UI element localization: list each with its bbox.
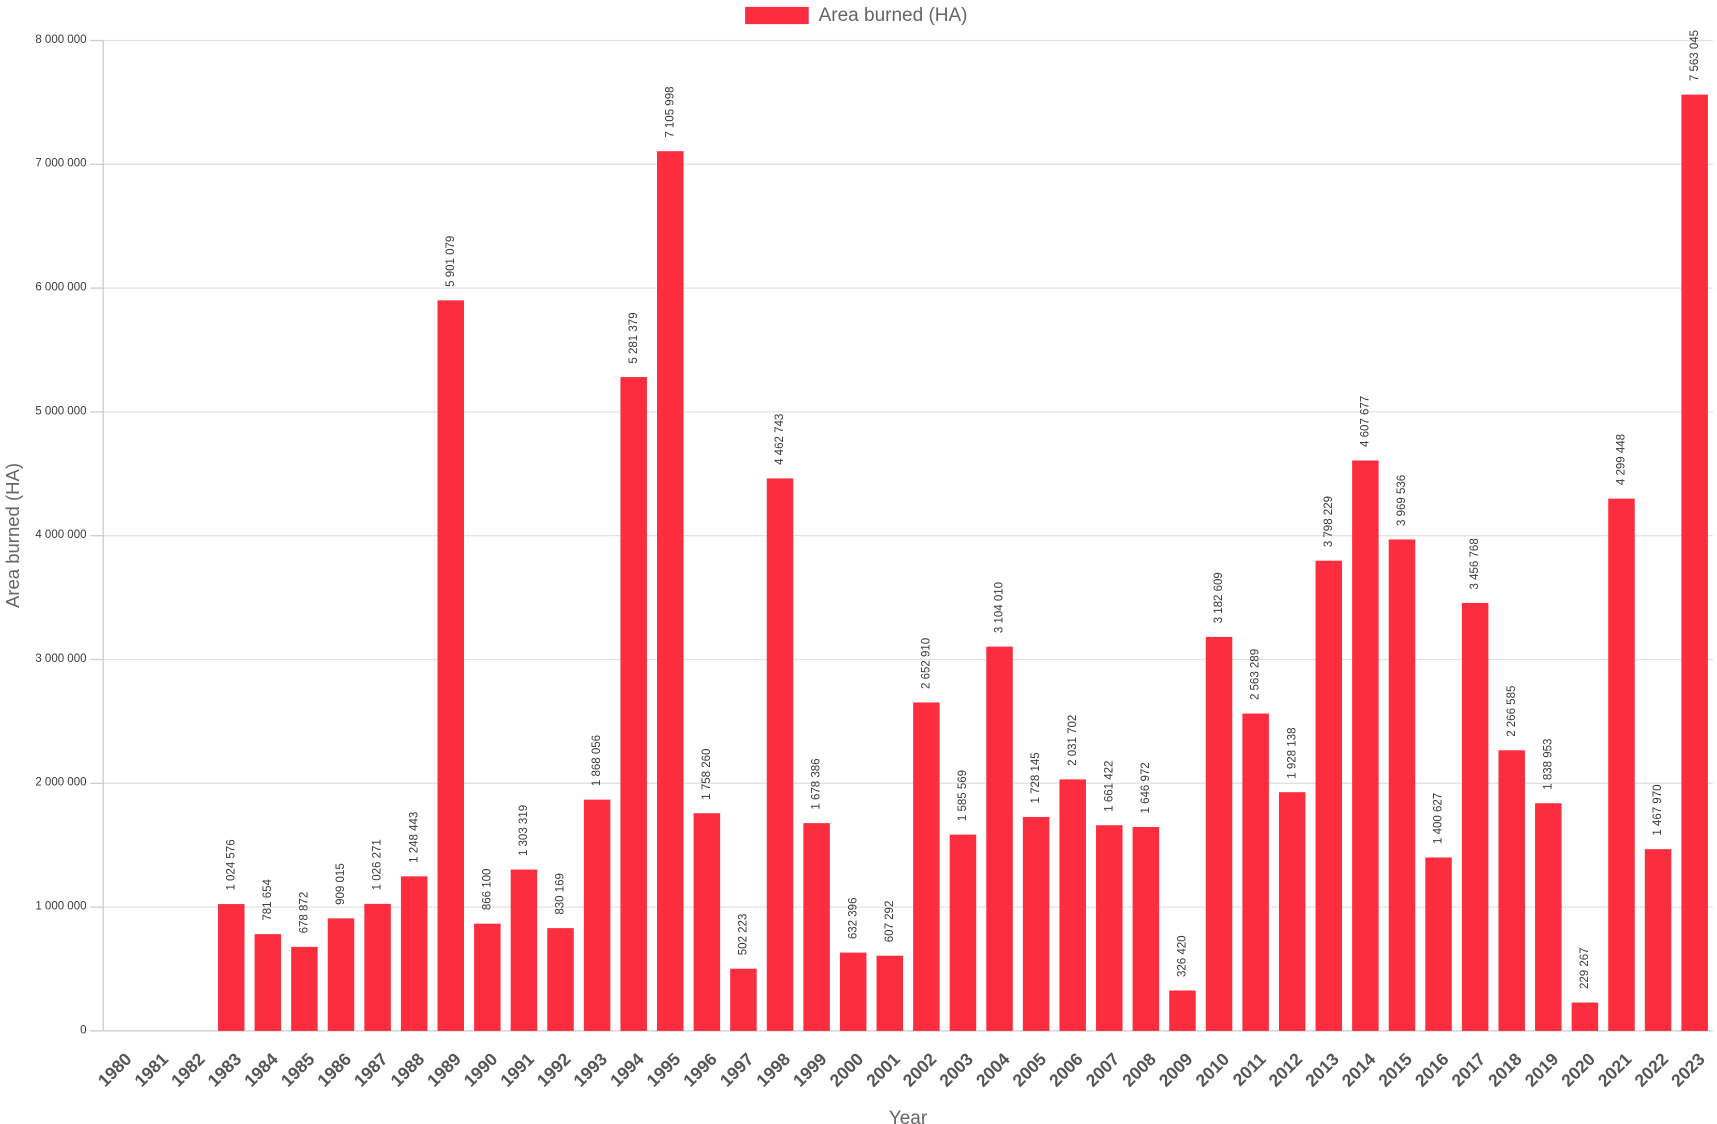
svg-text:1 728 145: 1 728 145 (1030, 752, 1042, 803)
svg-text:781 654: 781 654 (262, 878, 274, 920)
svg-text:632 396: 632 396 (847, 898, 859, 940)
svg-text:678 872: 678 872 (299, 892, 311, 934)
svg-text:1 467 970: 1 467 970 (1652, 784, 1664, 835)
svg-text:3 104 010: 3 104 010 (994, 582, 1006, 633)
svg-text:3 798 229: 3 798 229 (1323, 496, 1335, 547)
svg-text:1 026 271: 1 026 271 (372, 839, 384, 890)
svg-text:229 267: 229 267 (1579, 947, 1591, 989)
svg-text:5 281 379: 5 281 379 (628, 312, 640, 363)
svg-text:4 000 000: 4 000 000 (35, 529, 86, 541)
svg-text:3 969 536: 3 969 536 (1396, 475, 1408, 526)
svg-text:607 292: 607 292 (884, 901, 896, 943)
svg-text:2 000 000: 2 000 000 (35, 777, 86, 789)
svg-text:2 652 910: 2 652 910 (920, 638, 932, 689)
svg-text:1 024 576: 1 024 576 (225, 839, 237, 890)
svg-text:866 100: 866 100 (481, 869, 493, 911)
svg-text:2 031 702: 2 031 702 (1067, 715, 1079, 766)
svg-text:4 607 677: 4 607 677 (1359, 396, 1371, 447)
svg-text:1 646 972: 1 646 972 (1140, 762, 1152, 813)
svg-text:1 838 953: 1 838 953 (1542, 739, 1554, 790)
svg-text:1 585 569: 1 585 569 (957, 770, 969, 821)
svg-text:1 303 319: 1 303 319 (518, 805, 530, 856)
svg-text:5 901 079: 5 901 079 (445, 236, 457, 287)
svg-text:3 000 000: 3 000 000 (35, 653, 86, 665)
svg-text:7 563 045: 7 563 045 (1689, 30, 1701, 81)
svg-text:2 563 289: 2 563 289 (1250, 649, 1262, 700)
svg-text:326 420: 326 420 (1177, 935, 1189, 977)
svg-text:Year: Year (889, 1108, 928, 1124)
svg-text:6 000 000: 6 000 000 (35, 282, 86, 294)
svg-text:4 462 743: 4 462 743 (774, 414, 786, 465)
svg-text:3 182 609: 3 182 609 (1213, 572, 1225, 623)
svg-text:502 223: 502 223 (738, 914, 750, 956)
svg-text:1 000 000: 1 000 000 (35, 901, 86, 913)
svg-text:1 868 056: 1 868 056 (591, 735, 603, 786)
svg-text:8 000 000: 8 000 000 (35, 34, 86, 46)
svg-text:4 299 448: 4 299 448 (1616, 434, 1628, 485)
svg-text:7 105 998: 7 105 998 (664, 87, 676, 138)
svg-text:7 000 000: 7 000 000 (35, 158, 86, 170)
svg-text:1 928 138: 1 928 138 (1286, 728, 1298, 779)
svg-text:Area burned (HA): Area burned (HA) (2, 463, 23, 608)
svg-text:1 758 260: 1 758 260 (701, 749, 713, 800)
svg-text:1 678 386: 1 678 386 (811, 758, 823, 809)
svg-text:1 248 443: 1 248 443 (408, 812, 420, 863)
svg-text:1 400 627: 1 400 627 (1433, 793, 1445, 844)
svg-text:830 169: 830 169 (555, 873, 567, 915)
svg-text:1 661 422: 1 661 422 (1103, 761, 1115, 812)
svg-text:3 456 768: 3 456 768 (1469, 538, 1481, 589)
svg-text:909 015: 909 015 (335, 863, 347, 905)
svg-text:2 266 585: 2 266 585 (1506, 686, 1518, 737)
svg-text:Area burned (HA): Area burned (HA) (819, 5, 968, 26)
svg-text:0: 0 (80, 1024, 86, 1036)
svg-text:5 000 000: 5 000 000 (35, 405, 86, 417)
